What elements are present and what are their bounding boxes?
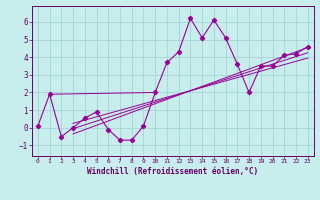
X-axis label: Windchill (Refroidissement éolien,°C): Windchill (Refroidissement éolien,°C) — [87, 167, 258, 176]
